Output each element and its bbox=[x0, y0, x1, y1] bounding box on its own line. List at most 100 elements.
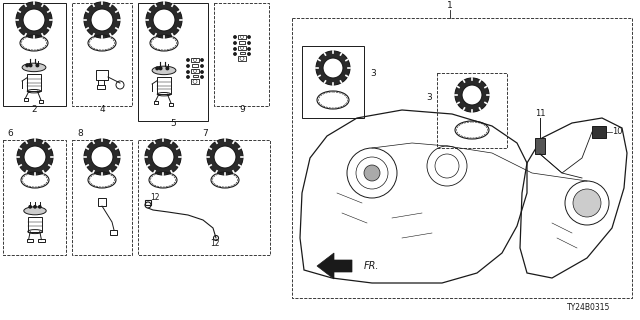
Bar bbox=[592, 126, 606, 138]
Circle shape bbox=[234, 42, 236, 44]
Text: 10: 10 bbox=[612, 126, 623, 135]
Circle shape bbox=[36, 64, 38, 67]
Circle shape bbox=[84, 2, 120, 38]
Circle shape bbox=[152, 146, 174, 168]
Polygon shape bbox=[317, 253, 352, 279]
Bar bbox=[27, 74, 41, 91]
Circle shape bbox=[26, 64, 28, 67]
Bar bbox=[238, 35, 246, 39]
Bar bbox=[157, 77, 171, 94]
Bar bbox=[169, 103, 173, 106]
Text: 3: 3 bbox=[426, 93, 432, 102]
Circle shape bbox=[248, 48, 250, 50]
Bar bbox=[193, 75, 198, 77]
Bar bbox=[535, 138, 545, 154]
Circle shape bbox=[248, 42, 250, 44]
Circle shape bbox=[323, 58, 343, 78]
Bar bbox=[239, 52, 244, 54]
Circle shape bbox=[84, 139, 120, 175]
Circle shape bbox=[462, 85, 482, 105]
Bar bbox=[3, 3, 66, 106]
Circle shape bbox=[201, 65, 204, 67]
Circle shape bbox=[187, 59, 189, 61]
Bar bbox=[72, 3, 132, 106]
Circle shape bbox=[187, 65, 189, 67]
Circle shape bbox=[201, 71, 204, 73]
Circle shape bbox=[187, 71, 189, 73]
Circle shape bbox=[214, 146, 236, 168]
Bar bbox=[437, 73, 507, 148]
Text: 3: 3 bbox=[370, 68, 376, 77]
Text: 7: 7 bbox=[202, 130, 208, 139]
Circle shape bbox=[207, 139, 243, 175]
Ellipse shape bbox=[152, 66, 176, 75]
Text: TY24B0315: TY24B0315 bbox=[566, 303, 610, 313]
Text: 1: 1 bbox=[447, 1, 453, 10]
Bar bbox=[38, 239, 45, 242]
Bar bbox=[39, 100, 44, 103]
Bar bbox=[191, 79, 199, 84]
Circle shape bbox=[91, 146, 113, 168]
Circle shape bbox=[187, 76, 189, 78]
Circle shape bbox=[201, 59, 204, 61]
Circle shape bbox=[153, 9, 175, 31]
Text: 2: 2 bbox=[31, 106, 37, 115]
Bar bbox=[138, 140, 270, 255]
Bar bbox=[145, 200, 151, 205]
Bar bbox=[191, 58, 199, 62]
Circle shape bbox=[166, 67, 169, 70]
Text: FR.: FR. bbox=[364, 261, 380, 271]
Circle shape bbox=[364, 165, 380, 181]
Circle shape bbox=[38, 206, 41, 208]
Circle shape bbox=[316, 51, 350, 85]
Text: 8: 8 bbox=[77, 130, 83, 139]
Bar bbox=[239, 41, 245, 44]
Bar bbox=[27, 239, 33, 242]
Circle shape bbox=[573, 189, 601, 217]
Bar bbox=[98, 198, 106, 206]
Text: 12: 12 bbox=[150, 193, 160, 202]
Circle shape bbox=[234, 53, 236, 55]
Circle shape bbox=[248, 53, 250, 55]
Circle shape bbox=[248, 36, 250, 38]
Text: 11: 11 bbox=[535, 109, 545, 118]
Circle shape bbox=[34, 206, 36, 208]
Circle shape bbox=[29, 206, 31, 208]
Circle shape bbox=[455, 78, 489, 112]
Ellipse shape bbox=[24, 207, 46, 215]
Circle shape bbox=[91, 9, 113, 31]
Bar bbox=[238, 56, 246, 61]
Circle shape bbox=[156, 67, 159, 70]
Circle shape bbox=[234, 36, 236, 38]
Circle shape bbox=[24, 146, 46, 168]
Text: 6: 6 bbox=[7, 130, 13, 139]
Bar bbox=[154, 101, 158, 104]
Text: 5: 5 bbox=[170, 119, 176, 129]
Bar bbox=[292, 18, 632, 298]
Bar bbox=[238, 46, 246, 50]
Circle shape bbox=[145, 139, 181, 175]
Bar bbox=[110, 230, 117, 235]
Circle shape bbox=[159, 67, 162, 70]
Bar bbox=[191, 69, 199, 73]
Bar bbox=[72, 140, 132, 255]
Circle shape bbox=[201, 76, 204, 78]
Circle shape bbox=[16, 2, 52, 38]
Text: 4: 4 bbox=[99, 106, 105, 115]
Text: 12: 12 bbox=[211, 238, 220, 247]
Bar bbox=[302, 46, 364, 118]
Bar bbox=[28, 217, 42, 232]
Bar bbox=[24, 98, 28, 101]
Circle shape bbox=[234, 48, 236, 50]
Bar bbox=[3, 140, 66, 255]
Bar bbox=[97, 85, 105, 89]
Bar bbox=[214, 3, 269, 106]
Ellipse shape bbox=[22, 63, 46, 72]
Circle shape bbox=[23, 9, 45, 31]
Bar bbox=[96, 70, 108, 80]
Circle shape bbox=[29, 64, 32, 67]
Circle shape bbox=[17, 139, 53, 175]
Text: 9: 9 bbox=[239, 106, 245, 115]
Circle shape bbox=[146, 2, 182, 38]
Bar bbox=[192, 64, 198, 67]
